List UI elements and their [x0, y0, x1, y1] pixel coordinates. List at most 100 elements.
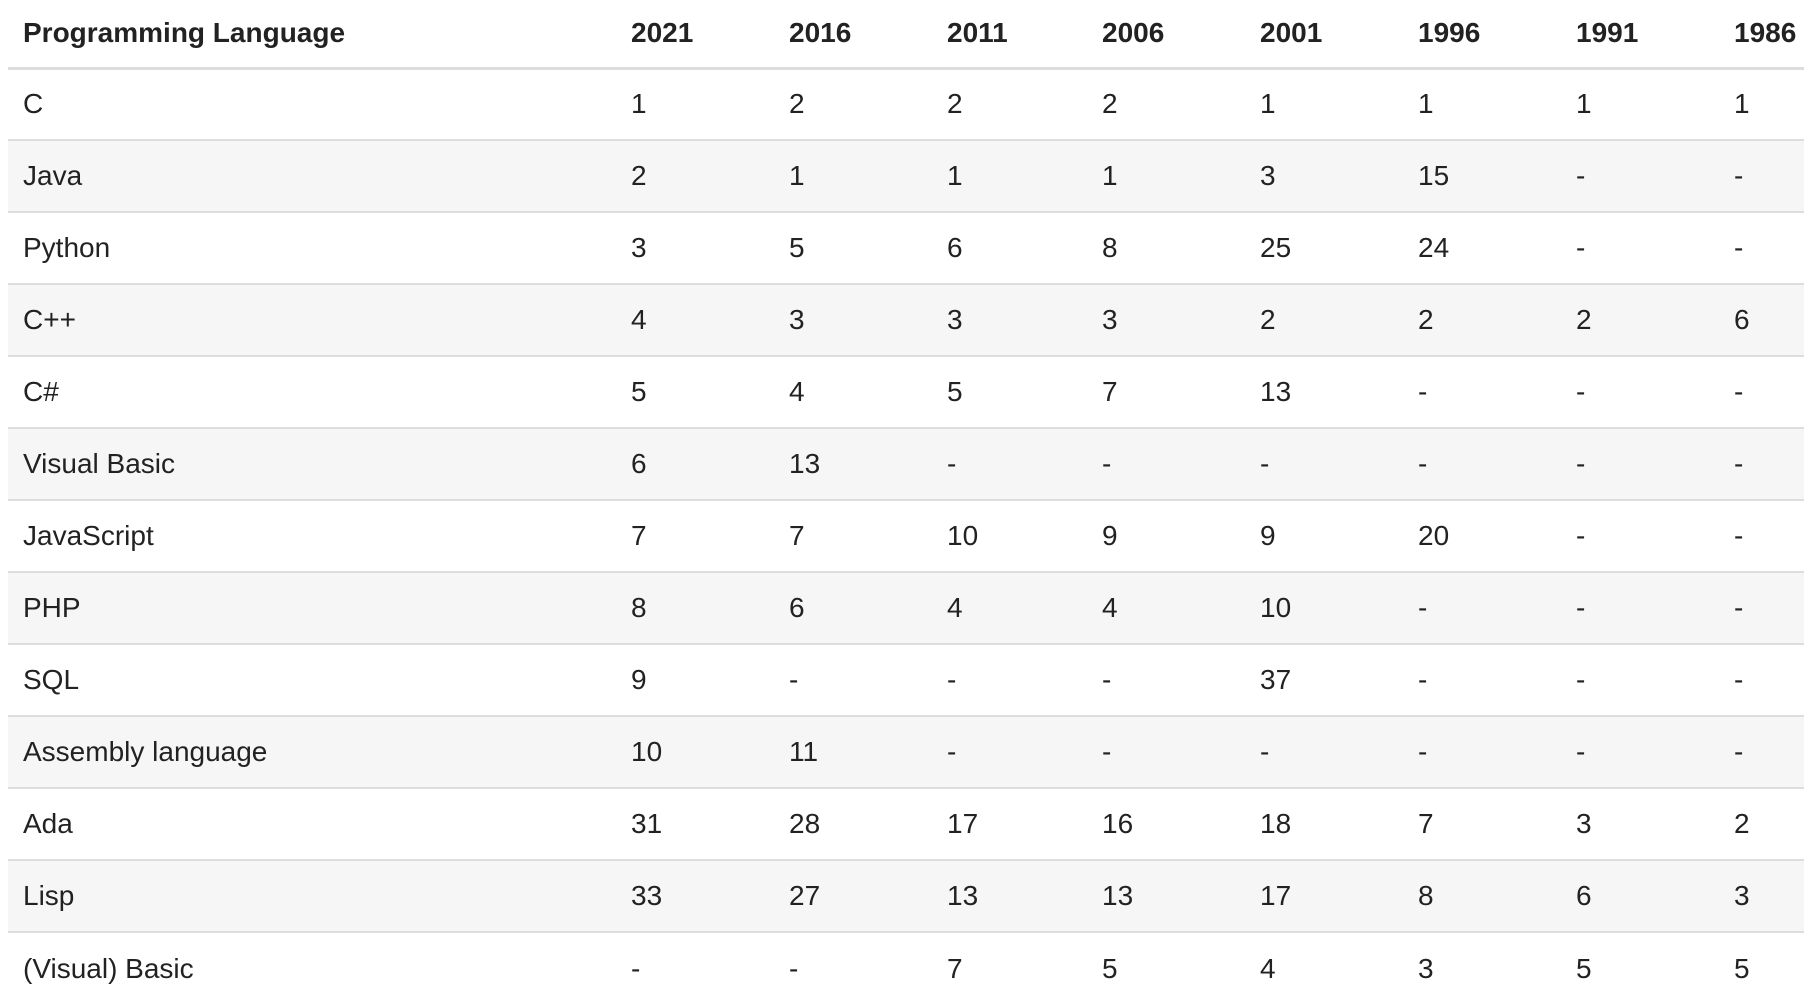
rank-cell: -: [1403, 571, 1561, 644]
rank-cell: -: [1719, 643, 1804, 716]
rank-cell: 2: [1245, 283, 1403, 356]
rank-cell: -: [932, 715, 1087, 788]
rank-cell: 3: [932, 283, 1087, 356]
rank-cell: 3: [1403, 931, 1561, 1004]
rank-cell: 3: [774, 283, 932, 356]
rank-cell: -: [1245, 427, 1403, 500]
rank-cell: -: [1403, 715, 1561, 788]
rank-cell: 9: [1245, 499, 1403, 572]
language-name-cell: Python: [8, 211, 616, 284]
header-cell-year: 2011: [932, 0, 1087, 70]
rank-cell: 8: [1087, 211, 1245, 284]
rank-cell: -: [1561, 211, 1719, 284]
rank-cell: -: [1245, 715, 1403, 788]
rank-cell: -: [1561, 355, 1719, 428]
rank-cell: 2: [932, 68, 1087, 140]
rank-cell: 17: [1245, 859, 1403, 932]
rank-cell: 1: [1561, 68, 1719, 140]
table-row: SQL 9- - -37- - -: [8, 643, 1804, 716]
rank-cell: 10: [616, 715, 774, 788]
rank-cell: 1: [1403, 68, 1561, 140]
header-cell-year: 2006: [1087, 0, 1245, 70]
table-row: Visual Basic 6 13- - - - - -: [8, 427, 1804, 500]
rank-cell: -: [1719, 211, 1804, 284]
rank-cell: -: [774, 931, 932, 1004]
rank-cell: 7: [1403, 787, 1561, 860]
rank-cell: 4: [774, 355, 932, 428]
rank-cell: 1: [1719, 68, 1804, 140]
language-name-cell: Java: [8, 139, 616, 212]
table-row: Assembly language 10 11- - - - - -: [8, 715, 1804, 788]
rank-cell: 5: [1561, 931, 1719, 1004]
table-row: C++ 4 3 3 3 2 2 2 6: [8, 283, 1804, 356]
rank-cell: -: [1719, 139, 1804, 212]
rank-cell: 11: [774, 715, 932, 788]
table-row: PHP 8 6 4 4 10- - -: [8, 571, 1804, 644]
header-cell-year: 1986: [1719, 0, 1804, 70]
table-header: Programming Language 2021 2016 2011 2006…: [8, 0, 1804, 70]
language-name-cell: Ada: [8, 787, 616, 860]
header-row: Programming Language 2021 2016 2011 2006…: [8, 0, 1804, 70]
rank-cell: -: [1087, 427, 1245, 500]
rank-cell: 6: [1719, 283, 1804, 356]
rank-cell: 7: [774, 499, 932, 572]
header-cell-year: 1996: [1403, 0, 1561, 70]
rank-cell: 31: [616, 787, 774, 860]
rank-cell: 4: [616, 283, 774, 356]
rank-cell: 1: [932, 139, 1087, 212]
rank-cell: 17: [932, 787, 1087, 860]
rank-cell: 10: [932, 499, 1087, 572]
table-row: Ada 31 28 17 16 18 7 3 2: [8, 787, 1804, 860]
language-name-cell: SQL: [8, 643, 616, 716]
rank-cell: 37: [1245, 643, 1403, 716]
rank-cell: 13: [1245, 355, 1403, 428]
rank-cell: -: [1719, 571, 1804, 644]
table-row: C# 5 4 5 7 13- - -: [8, 355, 1804, 428]
rank-cell: 6: [616, 427, 774, 500]
rank-cell: 2: [1087, 68, 1245, 140]
rank-cell: 33: [616, 859, 774, 932]
rank-cell: -: [1403, 355, 1561, 428]
rank-cell: 7: [932, 931, 1087, 1004]
rank-cell: -: [1561, 643, 1719, 716]
rank-cell: 7: [616, 499, 774, 572]
header-cell-year: 1991: [1561, 0, 1719, 70]
rank-cell: 18: [1245, 787, 1403, 860]
rank-cell: -: [932, 427, 1087, 500]
rank-cell: 10: [1245, 571, 1403, 644]
language-name-cell: PHP: [8, 571, 616, 644]
rank-cell: -: [1561, 427, 1719, 500]
table-row: JavaScript 7 7 10 9 9 20- -: [8, 499, 1804, 572]
table-row: Python 3 5 6 8 25 24- -: [8, 211, 1804, 284]
rank-cell: -: [1719, 499, 1804, 572]
table-row: (Visual) Basic - -7 5 4 3 5 5: [8, 931, 1804, 1004]
rank-cell: 13: [774, 427, 932, 500]
rank-cell: 16: [1087, 787, 1245, 860]
rank-cell: 1: [1245, 68, 1403, 140]
rank-cell: 2: [1403, 283, 1561, 356]
rank-cell: 8: [1403, 859, 1561, 932]
rank-cell: 9: [616, 643, 774, 716]
rank-cell: 2: [1561, 283, 1719, 356]
rank-cell: 5: [1087, 931, 1245, 1004]
rank-cell: -: [932, 643, 1087, 716]
language-name-cell: C++: [8, 283, 616, 356]
language-name-cell: C#: [8, 355, 616, 428]
header-cell-language: Programming Language: [8, 0, 616, 70]
rank-cell: 3: [1561, 787, 1719, 860]
rank-cell: -: [1087, 643, 1245, 716]
rank-cell: -: [1561, 715, 1719, 788]
ranking-table-container: Programming Language 2021 2016 2011 2006…: [8, 0, 1804, 1004]
rank-cell: 4: [1087, 571, 1245, 644]
rank-cell: -: [1403, 643, 1561, 716]
table-body: C 1 2 2 2 1 1 1 1 Java 2 1 1 1 3 15- - Python 3 5 6 8 25 24- - C+…: [8, 68, 1804, 1004]
rank-cell: 13: [932, 859, 1087, 932]
rank-cell: 24: [1403, 211, 1561, 284]
rank-cell: 2: [616, 139, 774, 212]
language-name-cell: Visual Basic: [8, 427, 616, 500]
rank-cell: 1: [774, 139, 932, 212]
rank-cell: 13: [1087, 859, 1245, 932]
rank-cell: 4: [1245, 931, 1403, 1004]
rank-cell: -: [616, 931, 774, 1004]
